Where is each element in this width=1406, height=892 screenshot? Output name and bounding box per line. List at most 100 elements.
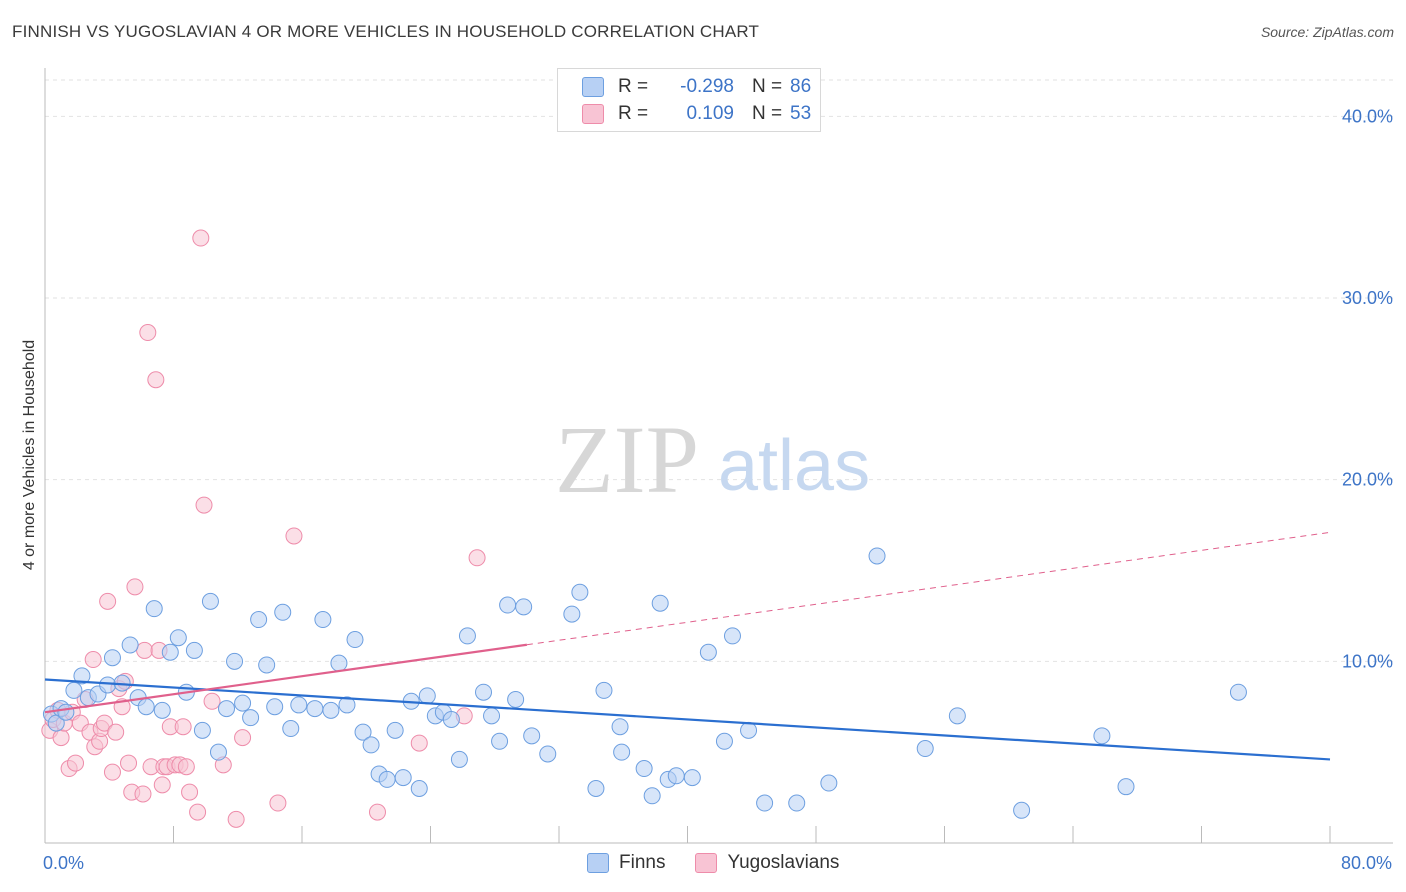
yugoslavians-point [181,783,199,801]
finns-point [699,643,717,661]
gridlines [45,79,1393,662]
yugoslavians-point [227,810,245,828]
correlation-legend: R = -0.298 N = 86 R = 0.109 N = 53 [557,68,821,132]
finns-point [250,611,268,629]
finns-point [868,547,886,565]
finns-point [483,707,501,725]
finns-point [611,718,629,736]
finns-point [539,745,557,763]
finns-point [185,641,203,659]
finns-point [226,652,244,670]
n-value: 86 [790,76,812,97]
finns-point [193,721,211,739]
finns-point [523,727,541,745]
watermark-zip: ZIP [555,406,699,513]
y-tick-label: 20.0% [1342,470,1393,490]
finns-legend-label: Finns [619,852,666,873]
legend-row-yugoslavians: R = 0.109 N = 53 [582,101,811,127]
finns-point [499,596,517,614]
r-label: R = [618,76,649,97]
finns-point [418,687,436,705]
finns-point [1013,801,1031,819]
finns-point [378,770,396,788]
yugoslavians-point [192,229,210,247]
yugoslavians-point [139,324,157,342]
finns-point [57,703,75,721]
finns-point [258,656,276,674]
finns-point [916,740,934,758]
yugoslavians-point [103,763,121,781]
yugoslavians-point [468,549,486,567]
legend-item-yugoslavians: Yugoslavians [695,852,839,874]
yugoslavians-point [99,592,117,610]
y-tick-labels: 10.0% 20.0% 30.0% 40.0% [1342,106,1393,671]
finns-point [723,627,741,645]
finns-point [613,743,631,761]
y-tick-label: 40.0% [1342,106,1393,126]
finns-point [306,700,324,718]
finns-point [153,701,171,719]
yugoslavians-point [195,496,213,514]
finns-point [410,780,428,797]
finns-point [161,643,179,661]
finns-point [362,736,380,754]
finns-point [73,667,91,685]
legend-item-finns: Finns [587,852,665,874]
yugoslavians-point [134,785,152,803]
finns-point [322,701,340,719]
finns-point [1229,683,1247,701]
finns-point [563,605,581,623]
finns-point [740,721,758,739]
yugoslavians-point [136,641,154,659]
finns-point [683,769,701,787]
chart-title: FINNISH VS YUGOSLAVIAN 4 OR MORE VEHICLE… [12,22,760,41]
finns-point [354,723,372,741]
finns-point [145,600,163,618]
finns-point [595,681,613,699]
r-label: R = [618,103,649,124]
legend-row-finns: R = -0.298 N = 86 [582,74,811,100]
n-label: N = [752,76,783,97]
watermark: ZIP atlas [555,406,870,513]
yugoslavians-point [203,692,221,710]
yugoslavians-point [52,729,70,747]
yugoslavians-point [120,754,138,772]
finns-point [282,720,300,738]
watermark-atlas: atlas [718,426,870,506]
finns-point [65,681,83,699]
finns-point [715,732,733,750]
trend-lines [44,531,1331,761]
finns-point [209,743,227,761]
finns-point [234,694,252,712]
yugoslavians-point [285,527,303,545]
yugoslavians-point [269,794,287,812]
yugoslavians-point [410,734,428,752]
yugoslavians-point [107,723,125,741]
finns-point [137,698,155,716]
source-credit: Source: ZipAtlas.com [1260,24,1394,40]
yugoslavians-point [234,729,252,747]
finns-point [820,774,838,792]
yugoslavians-point [126,578,144,596]
finns-point [330,654,348,672]
finns-point [788,794,806,812]
finns-points [42,547,1247,819]
finns-swatch [582,77,604,97]
finns-point [169,629,187,647]
finns-point [475,683,493,701]
yugoslavians-trend-line [44,643,528,714]
finns-point [571,583,589,601]
finns-trend-line [44,678,1331,761]
yugoslavians-trend-extension [526,531,1331,646]
finns-point [507,690,525,708]
finns-legend-swatch [587,853,609,873]
yugoslavians-point [368,803,386,821]
yugoslavians-point [189,803,207,821]
finns-point [1093,727,1111,745]
finns-point [274,603,292,621]
yugoslavians-point [147,371,165,389]
yugoslavians-point [153,776,171,794]
finns-point [290,696,308,714]
yugoslavians-point [67,754,85,772]
finns-point [667,767,685,785]
